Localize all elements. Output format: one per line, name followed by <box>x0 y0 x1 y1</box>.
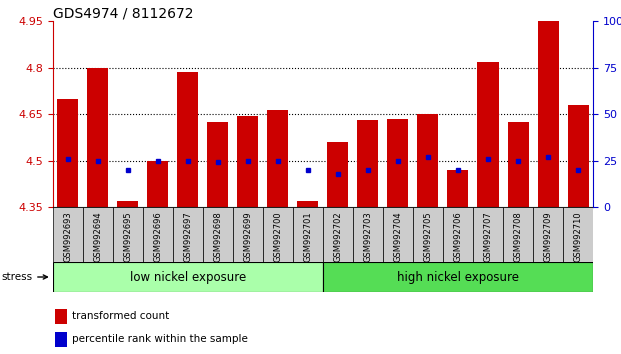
Bar <box>507 122 528 207</box>
Text: GSM992705: GSM992705 <box>424 211 432 262</box>
Bar <box>413 207 443 262</box>
Bar <box>53 262 323 292</box>
Bar <box>237 116 258 207</box>
Bar <box>538 21 558 207</box>
Bar <box>417 114 438 207</box>
Text: percentile rank within the sample: percentile rank within the sample <box>71 335 248 344</box>
Bar <box>478 62 499 207</box>
Bar <box>383 207 413 262</box>
Bar <box>473 207 503 262</box>
Text: GSM992696: GSM992696 <box>153 211 162 262</box>
Bar <box>268 109 288 207</box>
Bar <box>503 207 533 262</box>
Bar <box>207 122 229 207</box>
Bar <box>353 207 383 262</box>
Bar <box>57 99 78 207</box>
Text: GSM992702: GSM992702 <box>333 211 342 262</box>
Text: GSM992708: GSM992708 <box>514 211 522 262</box>
Bar <box>178 72 198 207</box>
Bar <box>233 207 263 262</box>
Bar <box>358 120 378 207</box>
Bar <box>143 207 173 262</box>
Text: GSM992710: GSM992710 <box>574 211 582 262</box>
Bar <box>53 207 83 262</box>
Text: GSM992704: GSM992704 <box>394 211 402 262</box>
Text: GSM992695: GSM992695 <box>124 211 132 262</box>
Bar <box>88 68 108 207</box>
Bar <box>117 201 138 207</box>
Text: GSM992697: GSM992697 <box>183 211 193 262</box>
Bar <box>443 207 473 262</box>
Text: GSM992694: GSM992694 <box>93 211 102 262</box>
Bar <box>448 170 468 207</box>
Text: GSM992699: GSM992699 <box>243 211 252 262</box>
Bar <box>263 207 293 262</box>
Bar <box>327 142 348 207</box>
Text: GSM992693: GSM992693 <box>63 211 72 262</box>
Bar <box>563 207 593 262</box>
Text: GSM992709: GSM992709 <box>543 211 553 262</box>
Bar <box>55 332 67 347</box>
Text: low nickel exposure: low nickel exposure <box>130 270 246 284</box>
Bar <box>83 207 113 262</box>
Text: GSM992698: GSM992698 <box>214 211 222 262</box>
Bar <box>388 119 409 207</box>
Bar <box>533 207 563 262</box>
Text: GDS4974 / 8112672: GDS4974 / 8112672 <box>53 6 193 20</box>
Text: GSM992703: GSM992703 <box>363 211 373 262</box>
Bar <box>173 207 203 262</box>
Bar <box>55 309 67 324</box>
Text: GSM992701: GSM992701 <box>304 211 312 262</box>
Bar <box>203 207 233 262</box>
Text: stress: stress <box>1 272 47 282</box>
Bar <box>293 207 323 262</box>
Bar <box>323 262 593 292</box>
Text: GSM992707: GSM992707 <box>484 211 492 262</box>
Text: transformed count: transformed count <box>71 312 169 321</box>
Bar <box>323 207 353 262</box>
Bar <box>297 201 319 207</box>
Bar <box>147 161 168 207</box>
Text: GSM992700: GSM992700 <box>273 211 283 262</box>
Text: high nickel exposure: high nickel exposure <box>397 270 519 284</box>
Bar <box>113 207 143 262</box>
Bar <box>568 105 589 207</box>
Text: GSM992706: GSM992706 <box>453 211 463 262</box>
